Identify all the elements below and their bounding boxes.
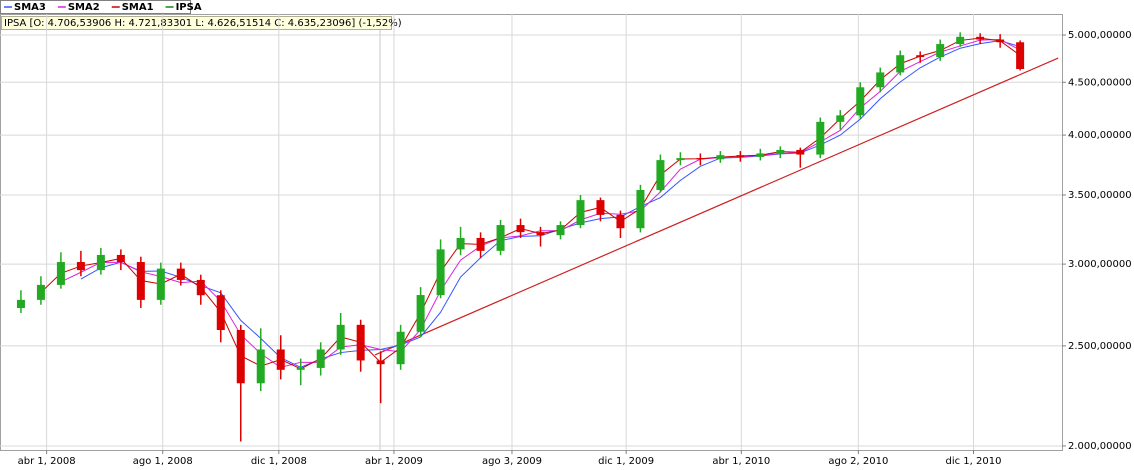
x-tick-label: abr 1, 2009 (365, 456, 423, 467)
candle-body (396, 331, 405, 365)
candle-body (136, 262, 145, 300)
candle-body (416, 295, 425, 332)
candle-body (936, 44, 945, 58)
candle-body (636, 190, 645, 229)
legend-label: SMA2 (68, 2, 100, 13)
candle-body (996, 39, 1005, 43)
candle-body (176, 268, 185, 280)
y-tick-label: 2.500,00000 (1068, 341, 1132, 352)
x-tick-label: dic 1, 2009 (598, 456, 654, 467)
candle-body (296, 367, 305, 370)
candle-body (596, 200, 605, 215)
candle-body (276, 349, 285, 370)
candle-body (236, 330, 245, 384)
x-tick-label: dic 1, 2008 (251, 456, 307, 467)
trendline (374, 57, 1059, 356)
plot-frame (0, 14, 1063, 451)
candle-body (376, 360, 385, 365)
candle-body (216, 295, 225, 331)
candle-body (616, 214, 625, 229)
candle-body (356, 324, 365, 361)
sma-line (80, 40, 1021, 368)
candle-body (856, 87, 865, 116)
x-tick-label: dic 1, 2010 (946, 456, 1002, 467)
candle-body (516, 225, 525, 233)
candle-body (156, 268, 165, 300)
candle-body (676, 158, 685, 161)
candle-body (956, 36, 965, 45)
candle-body (36, 284, 45, 300)
y-tick-label: 3.000,00000 (1068, 259, 1132, 270)
info-box (1, 16, 392, 30)
candle-body (736, 155, 745, 157)
candle-body (576, 200, 585, 226)
candle-body (696, 158, 705, 160)
candle-body (656, 160, 665, 191)
candle-body (316, 349, 325, 368)
y-tick-label: 4.000,00000 (1068, 130, 1132, 141)
x-tick-label: ago 3, 2009 (482, 456, 542, 467)
candle-body (16, 299, 25, 309)
candle-body (796, 149, 805, 155)
candle-body (436, 249, 445, 296)
x-tick-label: abr 1, 2008 (18, 456, 76, 467)
candle-body (476, 237, 485, 251)
candle-body (1016, 42, 1025, 70)
y-tick-label: 2.000,00000 (1068, 441, 1132, 452)
candle-body (96, 254, 105, 271)
candle-body (816, 121, 825, 155)
candle-body (876, 72, 885, 88)
candle-body (56, 262, 65, 285)
candle-body (776, 149, 785, 154)
candle-body (556, 225, 565, 236)
candle-body (756, 153, 765, 157)
info-text: IPSA [O: 4.706,53906 H: 4.721,83301 L: 4… (4, 18, 402, 29)
candle-body (116, 254, 125, 263)
candle-body (716, 155, 725, 160)
candle-body (496, 225, 505, 251)
candle-body (536, 232, 545, 236)
legend-box (0, 0, 191, 14)
candle-body (916, 55, 925, 58)
candle-body (336, 324, 345, 350)
candle-body (256, 349, 265, 384)
candle-body (456, 237, 465, 250)
x-tick-label: ago 2, 2010 (828, 456, 888, 467)
x-tick-label: ago 1, 2008 (133, 456, 193, 467)
candle-body (76, 262, 85, 271)
y-tick-label: 3.500,00000 (1068, 190, 1132, 201)
candle-body (836, 115, 845, 122)
y-tick-label: 4.500,00000 (1068, 77, 1132, 88)
candle-body (896, 55, 905, 73)
legend-label: SMA3 (14, 2, 46, 13)
x-tick-label: abr 1, 2010 (712, 456, 770, 467)
legend-label: IPSA (176, 2, 202, 13)
y-tick-label: 5.000,00000 (1068, 30, 1132, 41)
legend-label: SMA1 (122, 2, 154, 13)
candle-body (976, 36, 985, 40)
candle-body (196, 279, 205, 296)
